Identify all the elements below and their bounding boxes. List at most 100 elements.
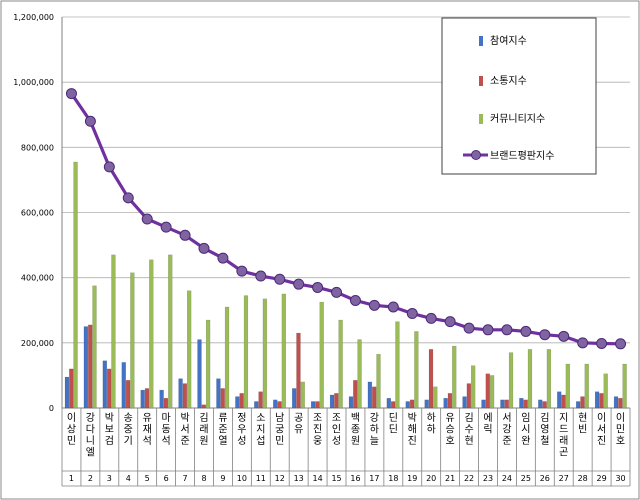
- legend-label: 커뮤니티지수: [490, 113, 545, 125]
- x-rank-label: 23: [483, 474, 493, 483]
- bar-커뮤니티지수: [187, 290, 192, 409]
- bar-소통지수: [485, 373, 490, 409]
- brand-index-point: [198, 242, 210, 254]
- bar-소통지수: [353, 380, 358, 409]
- bar-소통지수: [144, 388, 150, 409]
- bar-참여지수: [254, 401, 259, 409]
- x-rank-label: 15: [331, 474, 341, 483]
- brand-index-point: [274, 273, 286, 285]
- bar-커뮤니티지수: [584, 363, 589, 409]
- bar-커뮤니티지수: [433, 386, 438, 409]
- brand-index-point: [387, 301, 399, 313]
- bar-참여지수: [462, 396, 467, 409]
- x-rank-label: 30: [615, 474, 625, 483]
- brand-index-point: [179, 229, 191, 241]
- bar-소통지수: [163, 398, 169, 409]
- bar-커뮤니티지수: [414, 331, 419, 409]
- bar-참여지수: [443, 398, 448, 409]
- bar-소통지수: [88, 324, 93, 409]
- bar-커뮤니티지수: [546, 349, 552, 409]
- bar-소통지수: [409, 399, 415, 409]
- bar-커뮤니티지수: [205, 319, 211, 409]
- x-rank-label: 29: [597, 474, 607, 483]
- brand-index-point: [349, 294, 361, 306]
- bar-참여지수: [235, 396, 240, 409]
- bar-참여지수: [386, 398, 391, 409]
- bar-참여지수: [329, 394, 335, 409]
- bar-소통지수: [334, 393, 339, 409]
- brand-index-point: [406, 308, 418, 320]
- brand-index-point: [217, 252, 229, 264]
- bar-참여지수: [178, 378, 183, 409]
- bar-참여지수: [613, 396, 619, 409]
- bar-참여지수: [594, 391, 600, 409]
- bar-참여지수: [64, 376, 70, 409]
- x-axis: 이 상 민 1 강 다 니 엘 2 박 보 검 3 송 중 기 4 유 재 석 5 마 동 석 6 박 서 준 7 김 래 원 8 류 준 열 9 정 우 성…: [61, 408, 631, 487]
- bar-소통지수: [125, 380, 131, 409]
- x-rank-label: 26: [540, 474, 550, 483]
- bar-참여지수: [424, 399, 429, 409]
- y-tick-label: 0: [49, 404, 54, 413]
- brand-index-point: [596, 337, 608, 349]
- bar-커뮤니티지수: [376, 354, 381, 409]
- bar-참여지수: [83, 326, 89, 409]
- bar-소통지수: [428, 349, 434, 409]
- bar-참여지수: [292, 388, 297, 409]
- brand-index-point: [520, 325, 532, 337]
- bar-참여지수: [273, 399, 278, 409]
- brand-index-point: [122, 192, 134, 204]
- brand-index-point: [615, 338, 627, 350]
- bar-참여지수: [310, 401, 316, 409]
- bar-참여지수: [405, 401, 410, 409]
- legend-swatch: [479, 76, 483, 86]
- bar-커뮤니티지수: [338, 319, 343, 409]
- brand-index-point: [65, 88, 77, 100]
- legend-box: [441, 17, 597, 175]
- bar-커뮤니티지수: [319, 301, 324, 409]
- bar-커뮤니티지수: [130, 272, 135, 409]
- bar-참여지수: [557, 391, 562, 409]
- bar-커뮤니티지수: [489, 375, 495, 409]
- brand-index-point: [312, 281, 324, 293]
- y-tick-label: 200,000: [21, 339, 54, 348]
- bar-커뮤니티지수: [168, 254, 173, 409]
- brand-index-point: [368, 299, 380, 311]
- bar-소통지수: [580, 396, 585, 409]
- brand-index-point: [160, 221, 172, 233]
- bar-커뮤니티지수: [452, 345, 457, 409]
- legend-label: 브랜드평판지수: [490, 150, 554, 162]
- x-rank-label: 8: [201, 474, 206, 483]
- bar-소통지수: [372, 386, 377, 409]
- bar-소통지수: [618, 398, 623, 409]
- x-rank-label: 11: [256, 474, 266, 483]
- bar-소통지수: [239, 393, 244, 409]
- x-rank-label: 6: [164, 474, 169, 483]
- bar-소통지수: [106, 368, 112, 409]
- brand-index-point: [558, 330, 570, 342]
- brand-index-point: [293, 278, 305, 290]
- bar-참여지수: [121, 362, 126, 409]
- bar-소통지수: [447, 393, 453, 409]
- bar-커뮤니티지수: [224, 306, 230, 409]
- bars: [64, 161, 627, 409]
- bar-커뮤니티지수: [262, 298, 268, 409]
- x-rank-label: 22: [464, 474, 474, 483]
- bar-커뮤니티지수: [395, 321, 400, 409]
- legend-marker: [471, 150, 481, 160]
- bar-참여지수: [538, 399, 543, 409]
- bar-소통지수: [466, 383, 472, 409]
